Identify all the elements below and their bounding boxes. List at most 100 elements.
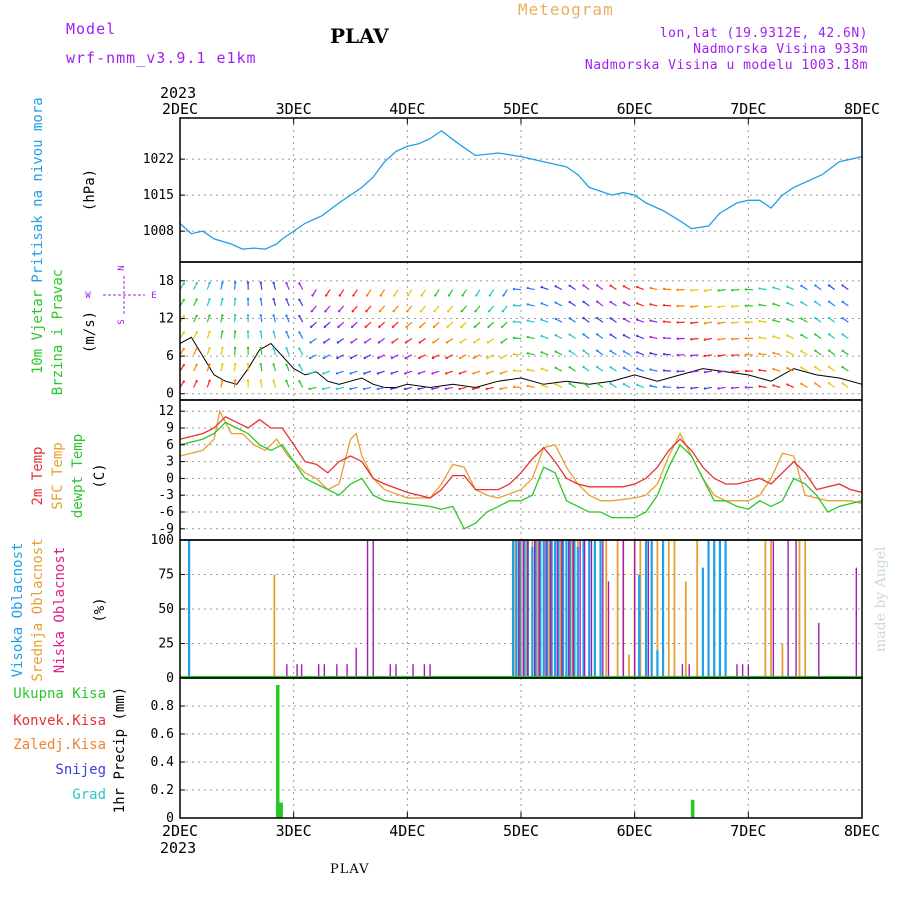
wind-arrow-head — [272, 379, 275, 382]
wind-arrow-head — [554, 382, 557, 386]
wind-arrow-head — [676, 337, 679, 340]
wind-arrow-head — [447, 294, 451, 297]
low-cloud-bar — [538, 540, 540, 678]
wind-arrow-head — [404, 372, 407, 375]
wind-arrow-head — [609, 284, 612, 287]
wind-arrow-head — [717, 387, 720, 390]
wind-arrow-head — [259, 281, 262, 284]
wind-arrow-head — [526, 368, 530, 371]
wind-arrow-head — [182, 364, 185, 367]
wind-arrow-head — [814, 284, 817, 287]
wind-arrow-head — [636, 334, 639, 338]
y-tick-label: 0 — [166, 671, 174, 686]
wind-arrow-head — [526, 286, 530, 290]
time-tick-bottom: 7DEC — [730, 822, 766, 840]
wind-arrow-head — [609, 300, 612, 304]
wind-arrow-head — [336, 341, 340, 344]
mid-cloud-bar — [548, 540, 551, 678]
wind-arrow-head — [377, 341, 381, 344]
wind-arrow-head — [772, 318, 775, 322]
wind-arrow-head — [841, 300, 844, 304]
wind-arrow-head — [676, 321, 679, 324]
wind-arrow-head — [349, 387, 352, 391]
low-cloud-bar — [372, 540, 374, 678]
wind-arrow-head — [272, 314, 275, 317]
wind-arrow-head — [772, 335, 775, 338]
mid-cloud-bar — [616, 540, 619, 678]
wind-arrow-head — [568, 366, 571, 369]
low-cloud-bar — [747, 664, 750, 678]
snow-legend: Snijeg — [55, 762, 106, 778]
low-cloud-bar — [556, 540, 559, 678]
temp2m-line — [179, 416, 863, 499]
wind-arrow-head — [323, 325, 327, 329]
dewpt-line — [179, 421, 863, 530]
low-cloud-bar — [818, 622, 820, 678]
footer-station: PLAV — [330, 862, 370, 877]
wind-arrow-head — [272, 281, 275, 285]
wind-arrow-head — [676, 288, 679, 292]
high-cloud-bar — [187, 540, 191, 678]
wind-arrow-head — [703, 387, 707, 390]
wind-arrow-head — [431, 356, 435, 360]
compass-w-label: W — [85, 291, 91, 301]
time-tick-top: 6DEC — [617, 100, 653, 118]
wind-arrow-head — [717, 338, 720, 341]
y-tick-label: 18 — [158, 274, 174, 289]
wind-arrow-head — [308, 356, 312, 360]
meteogram-label: Meteogram — [518, 0, 614, 19]
wind-arrow-head — [444, 387, 448, 391]
wind-arrow-head — [378, 325, 381, 329]
high-cloud-bar — [593, 540, 596, 678]
wind-arrow-head — [406, 310, 409, 313]
temp2m-legend: 2m Temp — [30, 446, 46, 505]
wind-arrow-head — [378, 310, 382, 313]
wind-arrow-head — [582, 365, 585, 369]
wind-arrow-head — [486, 341, 490, 344]
time-tick-top: 2DEC — [162, 100, 198, 118]
wind-arrow-head — [195, 298, 198, 301]
wind-arrow-head — [512, 287, 516, 291]
mid-cloud-bar — [667, 540, 670, 678]
wind-arrow-head — [208, 330, 211, 334]
low-cloud-bar — [583, 540, 586, 678]
wind-arrow-head — [349, 356, 353, 360]
mid-cloud-bar — [520, 540, 522, 678]
wind-arrow-head — [418, 356, 421, 360]
wind-arrow-head — [540, 351, 543, 354]
wind-arrow-head — [814, 316, 817, 320]
wind-arrow-head — [717, 289, 720, 292]
wind-arrow-head — [512, 353, 516, 356]
wind-arrow-head — [447, 310, 450, 313]
wind-arrow-head — [337, 325, 340, 329]
wind-arrow-head — [649, 286, 652, 290]
wind-arrow-head — [485, 387, 489, 391]
temp-unit: (C) — [92, 463, 108, 488]
wind-arrow-head — [758, 319, 761, 323]
low-cloud-bar — [741, 664, 744, 678]
wind-arrow-head — [609, 366, 612, 369]
wind-arrow-head — [298, 347, 301, 350]
panel-frame-wind — [179, 261, 863, 401]
wind-arrow-head — [649, 368, 652, 371]
wind-arrow-head — [259, 297, 262, 301]
mid-cloud-bar — [798, 540, 801, 678]
pressure-unit: (hPa) — [82, 169, 98, 211]
wind-arrow-head — [609, 317, 612, 320]
low-cloud-bar — [572, 540, 574, 678]
wind-arrow-head — [473, 325, 477, 329]
high-cloud-bar — [718, 540, 722, 678]
wind-arrow-head — [324, 310, 327, 313]
model-label: Model — [66, 20, 117, 38]
wind-arrow-head — [758, 287, 761, 290]
low-cloud-bar — [423, 664, 426, 678]
high-cloud-bar — [557, 540, 560, 678]
low-cloud-bar — [561, 540, 563, 678]
wind-arrow-head — [376, 387, 379, 391]
low-cloud-bar — [579, 540, 581, 678]
y-tick-label: 100 — [151, 533, 174, 548]
wind-arrow-head — [445, 341, 449, 344]
mid-cloud-bar — [696, 540, 699, 678]
wind-arrow-head — [772, 367, 775, 371]
wind-arrow-head — [308, 387, 311, 391]
